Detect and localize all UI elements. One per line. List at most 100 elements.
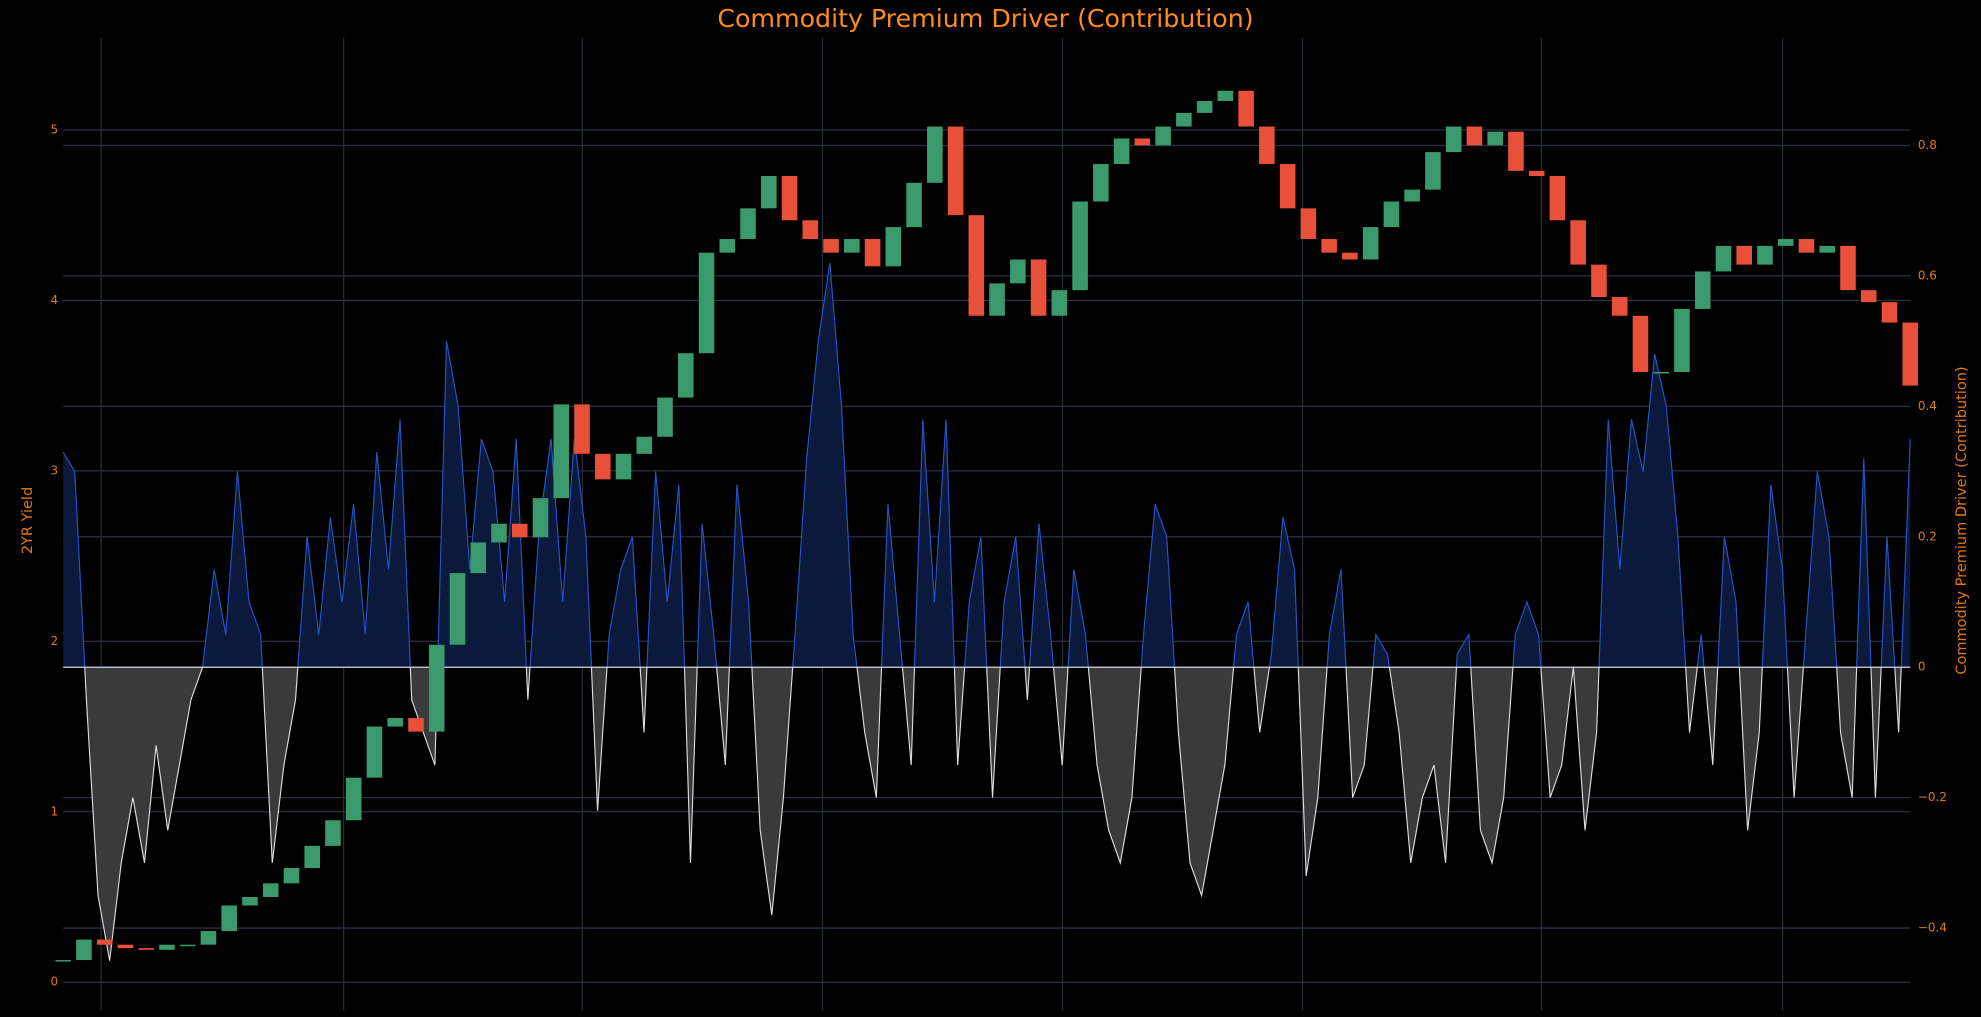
candle xyxy=(1549,175,1566,221)
candle xyxy=(1715,245,1732,272)
y-tick-label: 0 xyxy=(50,975,58,989)
candle xyxy=(1445,126,1462,153)
candle xyxy=(1860,290,1877,303)
candle xyxy=(677,353,694,398)
candle xyxy=(1134,138,1151,146)
candle xyxy=(1093,164,1109,202)
candle xyxy=(1798,239,1815,253)
y-tick-label: 3 xyxy=(50,463,58,477)
candle xyxy=(221,905,237,932)
candle xyxy=(1736,245,1753,265)
candle xyxy=(885,227,902,267)
chart-title: Commodity Premium Driver (Contribution) xyxy=(717,4,1253,33)
candle xyxy=(1113,138,1130,165)
candle xyxy=(761,175,777,209)
candle xyxy=(138,948,154,950)
candle xyxy=(823,239,839,253)
candle xyxy=(657,397,673,437)
candle xyxy=(1881,302,1898,323)
candle xyxy=(802,220,819,240)
candle xyxy=(117,944,134,949)
candle xyxy=(1279,164,1296,209)
y2-tick-label: 0.2 xyxy=(1918,529,1937,543)
candle xyxy=(1072,201,1088,291)
candle xyxy=(55,960,71,962)
y2-tick-label: −0.2 xyxy=(1918,790,1947,804)
candle xyxy=(594,453,611,480)
y-tick-label: 1 xyxy=(50,804,58,818)
candle xyxy=(1487,131,1503,146)
candle xyxy=(491,523,507,543)
candle xyxy=(1591,264,1607,297)
line-positive xyxy=(62,262,1911,668)
y2-tick-label: 0 xyxy=(1918,660,1926,674)
candle xyxy=(574,404,590,454)
candle xyxy=(283,868,300,884)
candle xyxy=(1321,239,1337,253)
candle xyxy=(989,283,1005,316)
candle xyxy=(1010,259,1026,284)
y-axis-label: 2YR Yield xyxy=(20,487,36,554)
candle xyxy=(96,939,113,945)
candle xyxy=(325,820,341,846)
candle xyxy=(1819,245,1836,253)
y2-axis-label: Commodity Premium Driver (Contribution) xyxy=(1954,366,1970,674)
candle xyxy=(408,718,424,732)
candle xyxy=(927,126,943,183)
candle xyxy=(719,239,736,253)
y-tick-label: 5 xyxy=(50,122,58,136)
candle xyxy=(636,436,653,454)
candle xyxy=(864,239,881,267)
candle xyxy=(1902,322,1919,386)
y-tick-label: 2 xyxy=(50,634,58,648)
candle xyxy=(1653,371,1669,374)
candle xyxy=(1051,290,1068,316)
candle xyxy=(1840,245,1856,291)
candle xyxy=(781,175,798,221)
candle xyxy=(1674,308,1690,372)
candle xyxy=(387,718,404,727)
candles xyxy=(55,90,1919,962)
candle xyxy=(262,883,279,897)
candle xyxy=(1632,315,1649,372)
candle xyxy=(1217,90,1234,101)
candle xyxy=(1176,112,1192,127)
y2-tick-label: 0.6 xyxy=(1918,268,1937,282)
candle xyxy=(470,542,487,574)
candle xyxy=(179,944,196,947)
candle xyxy=(1300,208,1317,240)
candle xyxy=(345,777,362,821)
candle xyxy=(76,939,92,961)
candle xyxy=(1777,239,1794,246)
candle xyxy=(698,252,715,354)
candle xyxy=(1757,245,1773,265)
y2-tick-label: −0.4 xyxy=(1918,921,1947,935)
candle xyxy=(1362,227,1379,260)
candle xyxy=(1238,90,1254,127)
candle xyxy=(1196,100,1213,113)
candle xyxy=(906,182,922,228)
candle xyxy=(844,239,860,253)
candle xyxy=(1570,220,1586,265)
candle xyxy=(1030,259,1047,316)
y2-tick-label: 0.8 xyxy=(1918,138,1937,152)
candle xyxy=(449,573,466,645)
candle xyxy=(1425,152,1441,190)
candle xyxy=(1694,271,1711,309)
candle xyxy=(1155,126,1171,146)
candle xyxy=(968,215,985,316)
candle xyxy=(532,498,549,538)
candle xyxy=(304,845,320,869)
candle xyxy=(947,126,964,216)
y-tick-label: 4 xyxy=(50,293,58,307)
candle xyxy=(615,453,632,480)
candle xyxy=(366,726,383,778)
candle xyxy=(242,896,258,906)
candle xyxy=(1404,189,1420,202)
y2-tick-label: 0.4 xyxy=(1918,399,1937,413)
candle xyxy=(740,208,756,240)
candle xyxy=(1466,126,1483,146)
